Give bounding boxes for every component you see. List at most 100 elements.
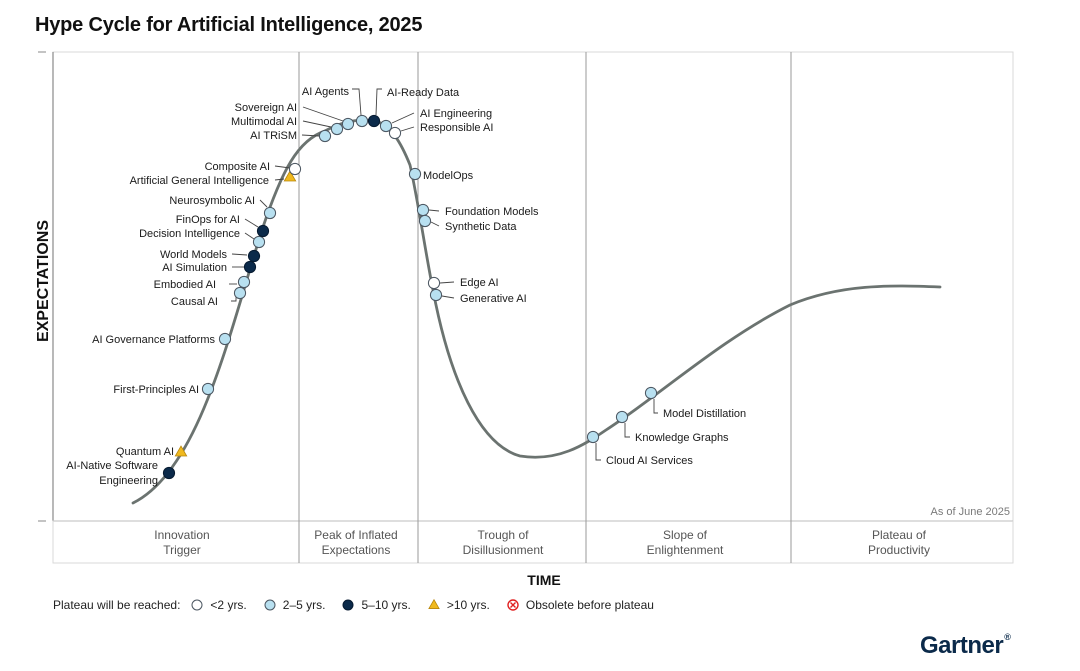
- x-axis-label: TIME: [527, 572, 560, 588]
- technology-label: First-Principles AI: [113, 384, 199, 396]
- phase-label: Plateau of: [872, 528, 927, 542]
- phase-band: [52, 520, 1014, 564]
- leader-line: [595, 443, 601, 461]
- technology-label: Cloud AI Services: [606, 455, 693, 467]
- leader-line: [653, 399, 658, 414]
- technology-marker: [247, 249, 261, 263]
- leader-line: [428, 209, 440, 212]
- phase-label: Disillusionment: [463, 543, 544, 557]
- technology-label: Causal AI: [171, 296, 218, 308]
- legend-item: <2 yrs.: [190, 598, 247, 612]
- leader-line: [301, 134, 320, 137]
- leader-line: [430, 221, 440, 227]
- technology-marker: [233, 286, 247, 300]
- legend-marker-icon: [342, 599, 354, 611]
- technology-marker: [288, 162, 302, 176]
- technology-label: ModelOps: [423, 170, 474, 182]
- technology-label: Edge AI: [460, 277, 499, 289]
- technology-marker: [218, 332, 232, 346]
- technology-marker: [388, 126, 402, 140]
- leader-line: [259, 199, 268, 208]
- technology-label: Generative AI: [460, 293, 527, 305]
- legend-label: 5–10 yrs.: [361, 598, 411, 612]
- technology-label: AI Agents: [302, 86, 350, 98]
- technology-marker: [615, 410, 629, 424]
- technology-label: Model Distillation: [663, 408, 746, 420]
- legend-label: >10 yrs.: [446, 598, 490, 612]
- leader-line: [244, 232, 255, 240]
- legend-marker-icon: [264, 599, 276, 611]
- technology-label: Foundation Models: [445, 206, 539, 218]
- legend-marker-icon: [191, 599, 203, 611]
- technology-marker: [355, 114, 369, 128]
- technology-label: Engineering: [99, 475, 158, 487]
- legend-item: Obsolete before plateau: [506, 598, 654, 612]
- technology-marker: [237, 275, 251, 289]
- technology-marker: [379, 119, 393, 133]
- leader-line: [441, 295, 455, 299]
- technology-marker: [330, 122, 344, 136]
- leader-line: [352, 88, 362, 116]
- technology-label: Sovereign AI: [235, 102, 297, 114]
- technology-label: AI Simulation: [162, 262, 227, 274]
- phase-label: Enlightenment: [647, 543, 724, 557]
- chart-title: Hype Cycle for Artificial Intelligence, …: [35, 14, 423, 36]
- technology-label: AI-Ready Data: [387, 87, 460, 99]
- technology-label: AI Engineering: [420, 108, 492, 120]
- leader-line: [244, 218, 259, 228]
- technology-label: Multimodal AI: [231, 116, 297, 128]
- technology-label: Knowledge Graphs: [635, 432, 729, 444]
- technology-label: World Models: [160, 249, 228, 261]
- legend-label: 2–5 yrs.: [282, 598, 326, 612]
- technology-marker: [341, 117, 355, 131]
- legend-item: 5–10 yrs.: [341, 598, 411, 612]
- technology-marker: [318, 129, 332, 143]
- legend-marker: [264, 599, 276, 611]
- leader-line: [624, 423, 630, 438]
- leader-line: [302, 106, 344, 122]
- technology-marker: [408, 167, 422, 181]
- phase-label: Trigger: [163, 543, 201, 557]
- technology-marker: [586, 430, 600, 444]
- technology-marker: [644, 386, 658, 400]
- phase-label: Peak of Inflated: [314, 528, 397, 542]
- y-axis-label: EXPECTATIONS: [35, 220, 52, 342]
- legend-label: Obsolete before plateau: [525, 598, 654, 612]
- legend-marker: [342, 599, 354, 611]
- technology-marker: [162, 466, 176, 480]
- legend-marker: [428, 598, 440, 609]
- legend: Plateau will be reached: <2 yrs. 2–5 yrs. 5…: [53, 598, 670, 612]
- technology-label: FinOps for AI: [176, 214, 240, 226]
- technology-label: AI Governance Platforms: [92, 334, 215, 346]
- leader-line: [439, 281, 455, 284]
- leader-line: [375, 88, 382, 116]
- leader-line: [274, 165, 291, 169]
- leader-line: [302, 120, 332, 128]
- legend-marker: [507, 599, 519, 611]
- legend-marker-icon: [507, 599, 519, 611]
- technology-marker: [418, 214, 432, 228]
- phase-label: Innovation: [154, 528, 209, 542]
- phase-label: Productivity: [868, 543, 930, 557]
- phase-label: Expectations: [322, 543, 391, 557]
- technology-label: Neurosymbolic AI: [169, 195, 255, 207]
- legend-marker-icon: [428, 598, 440, 609]
- as-of-note: As of June 2025: [930, 506, 1010, 518]
- technology-label: Synthetic Data: [445, 221, 517, 233]
- phase-label: Slope of: [663, 528, 708, 542]
- technology-marker: [243, 260, 257, 274]
- gartner-logo: Gartner®: [920, 632, 1011, 659]
- technology-marker: [283, 170, 297, 182]
- legend-marker: [191, 599, 203, 611]
- technology-marker: [416, 203, 430, 217]
- technology-marker: [367, 114, 381, 128]
- technology-marker: [174, 445, 188, 457]
- legend-item: >10 yrs.: [427, 598, 490, 612]
- technology-label: Decision Intelligence: [139, 228, 240, 240]
- technology-label: Embodied AI: [154, 279, 216, 291]
- phase-label: Trough of: [478, 528, 530, 542]
- technology-marker: [263, 206, 277, 220]
- legend-title: Plateau will be reached:: [53, 598, 181, 612]
- leader-line: [400, 126, 415, 132]
